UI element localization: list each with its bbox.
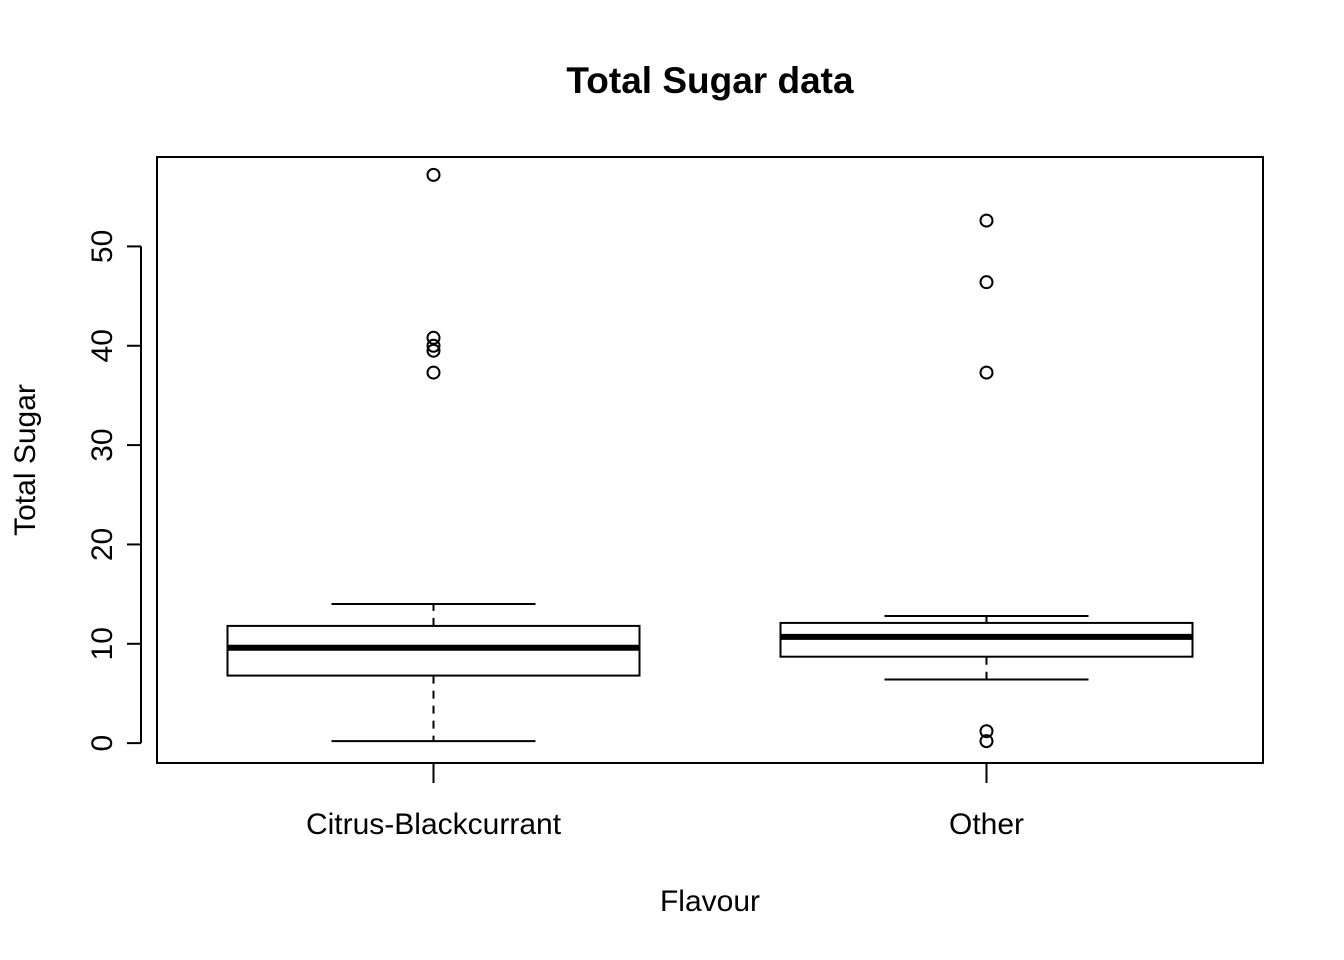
y-axis-label: Total Sugar bbox=[9, 384, 42, 536]
outlier-point bbox=[426, 167, 441, 182]
plot-frame bbox=[156, 156, 1264, 764]
y-tick-label: 30 bbox=[86, 428, 119, 461]
box-1 bbox=[226, 167, 641, 743]
outlier-point bbox=[426, 365, 441, 380]
boxes-group bbox=[226, 167, 1194, 749]
x-tick-label: Citrus-Blackcurrant bbox=[306, 808, 562, 841]
outlier-point bbox=[979, 213, 994, 228]
outlier-point bbox=[426, 338, 441, 353]
y-axis: 0 10 20 30 40 50 bbox=[86, 230, 142, 752]
x-axis-label: Flavour bbox=[660, 885, 760, 918]
outlier-point bbox=[979, 275, 994, 290]
chart-title: Total Sugar data bbox=[566, 60, 854, 101]
x-axis: Citrus-Blackcurrant Other bbox=[306, 763, 1024, 841]
outlier-point bbox=[979, 724, 994, 739]
y-tick-label: 40 bbox=[86, 329, 119, 362]
y-tick-label: 50 bbox=[86, 230, 119, 263]
y-tick-label: 10 bbox=[86, 627, 119, 660]
y-tick-label: 0 bbox=[86, 735, 119, 752]
outlier-point bbox=[979, 734, 994, 749]
y-tick-label: 20 bbox=[86, 528, 119, 561]
outlier-point bbox=[979, 365, 994, 380]
outlier-point bbox=[426, 343, 441, 358]
x-tick-label: Other bbox=[949, 808, 1024, 841]
box-2 bbox=[779, 213, 1194, 749]
